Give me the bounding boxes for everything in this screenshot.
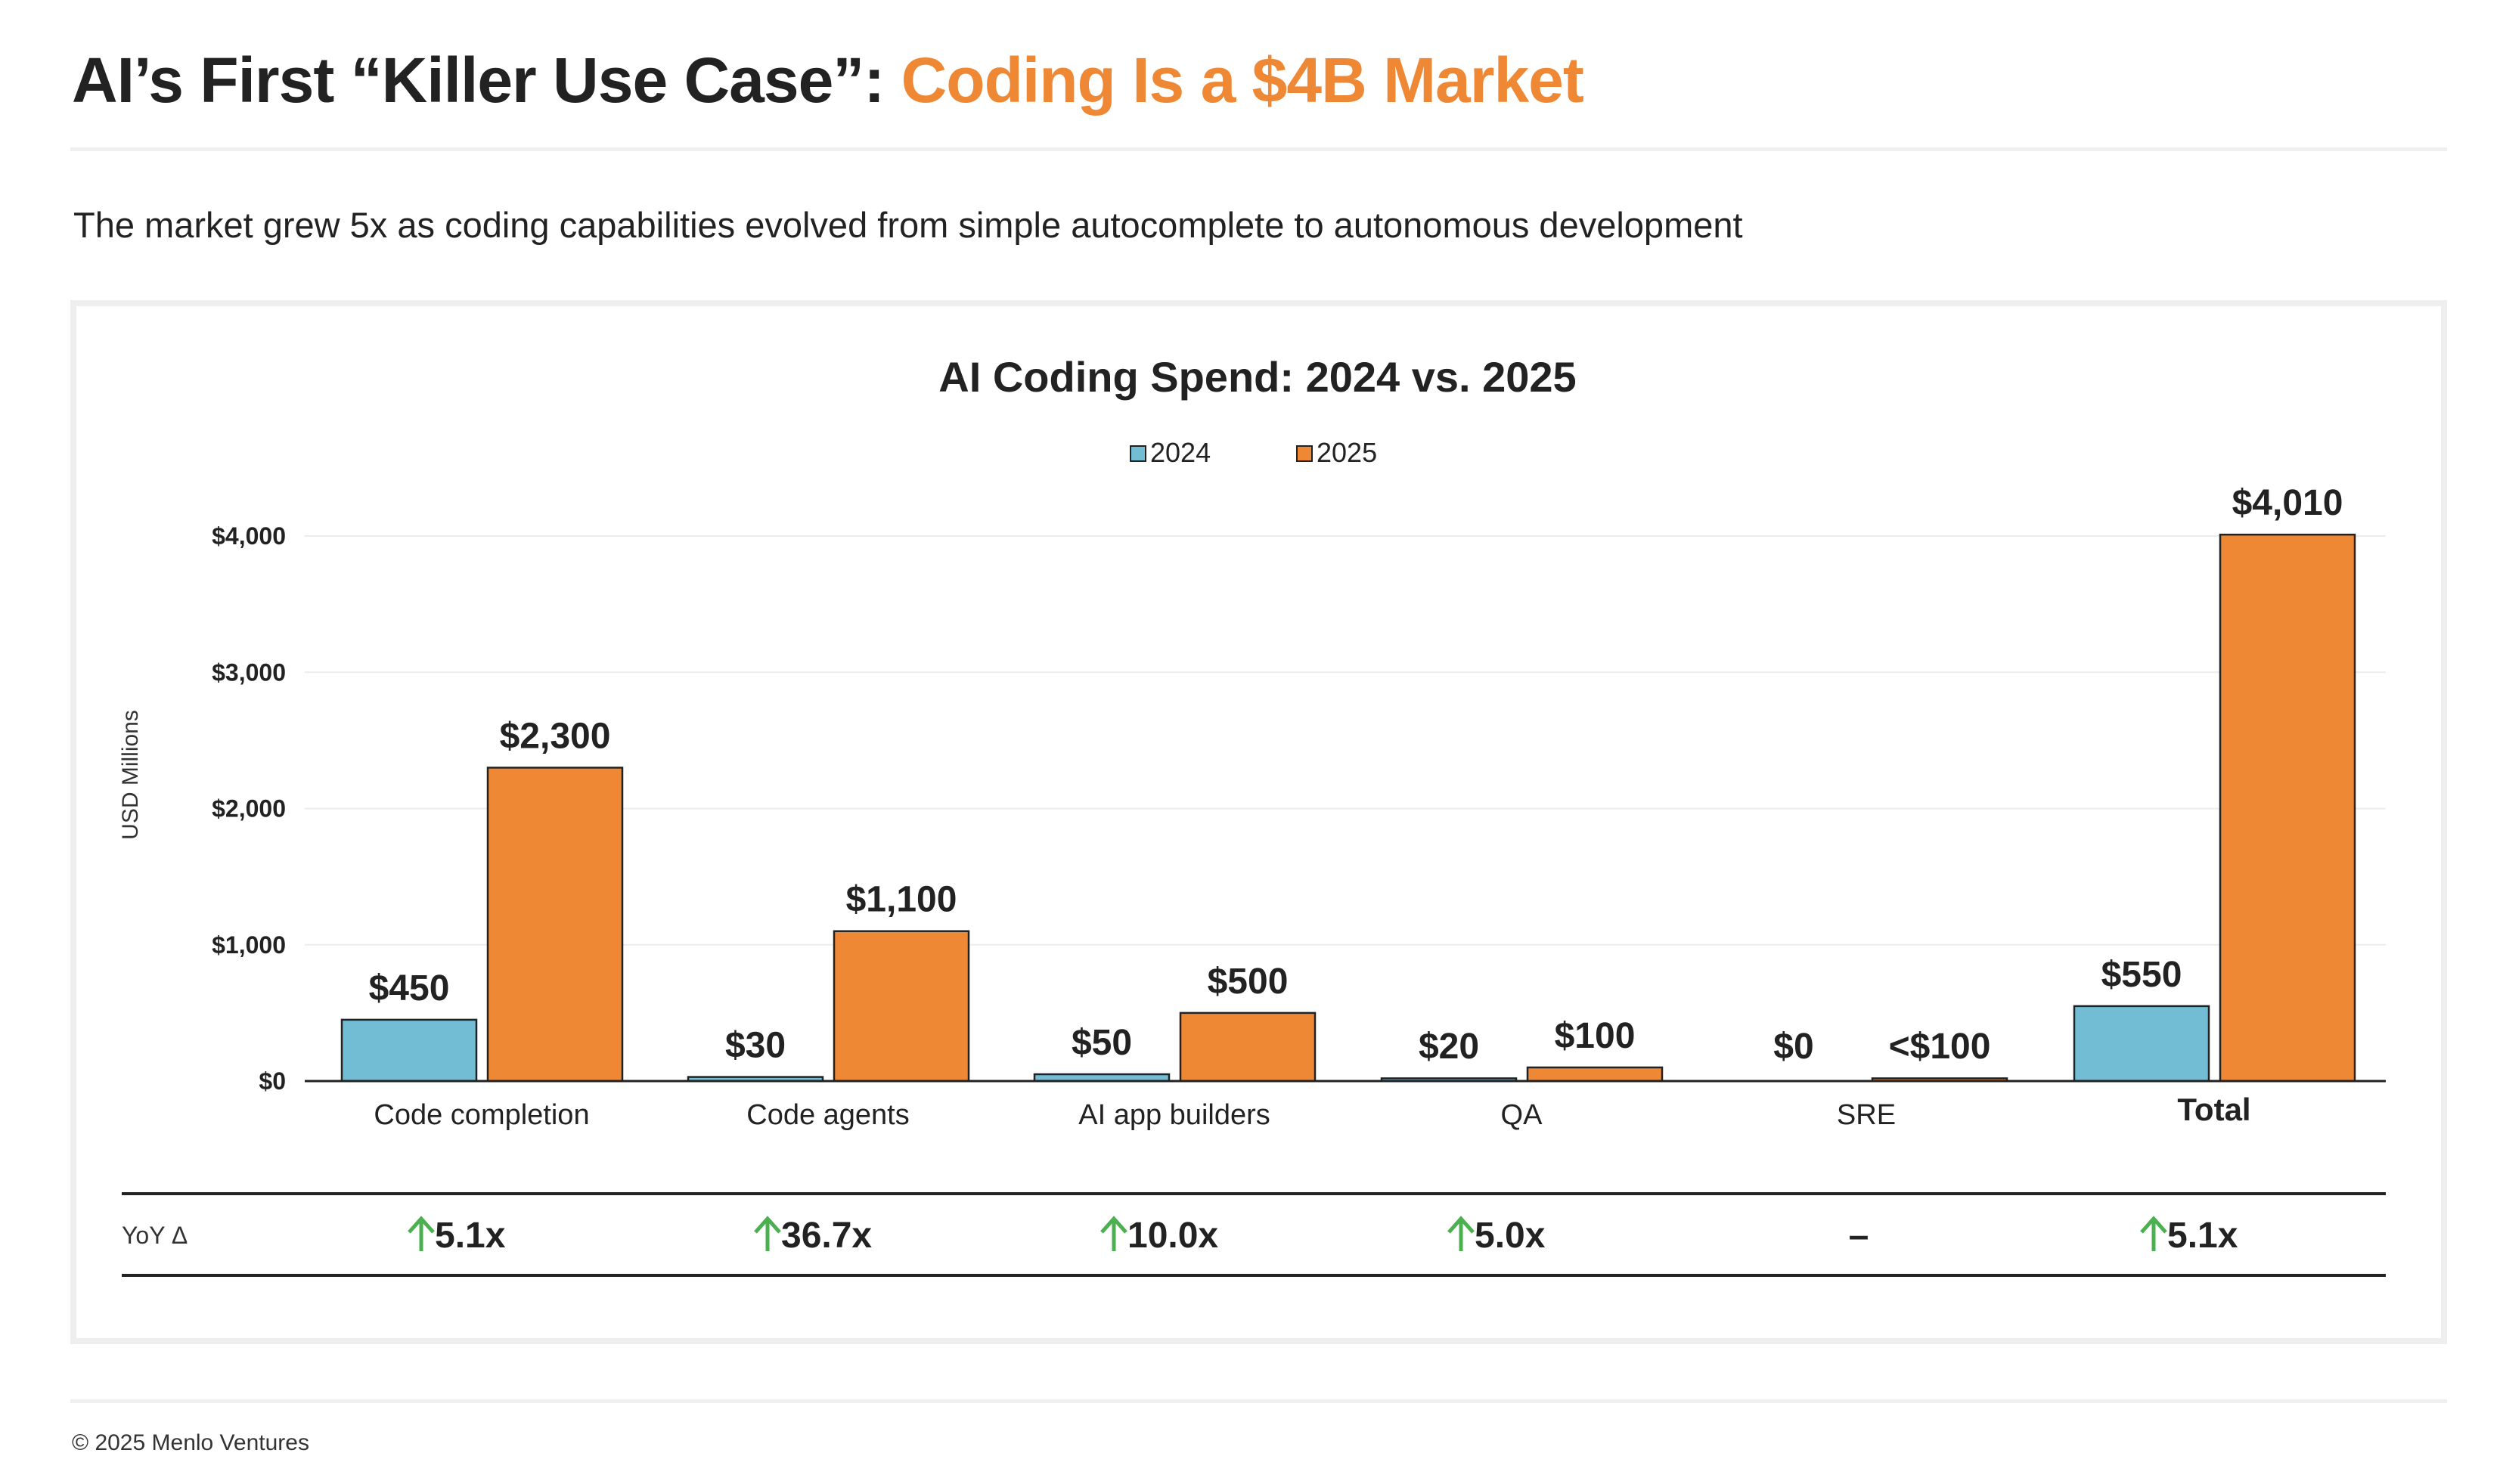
bars: $450 $2,300 Code completion $30 $1,100 Code a… (305, 483, 2386, 1131)
up-arrow-icon (1447, 1216, 1475, 1251)
yoy-value: 36.7x (781, 1216, 872, 1256)
data-label: $1,100 (846, 880, 957, 920)
yoy-value: 5.1x (435, 1216, 506, 1256)
arrow-head (754, 1216, 781, 1234)
x-tick-label: Code agents (746, 1099, 910, 1131)
legend-label: 2024 (1150, 437, 1211, 468)
legend-swatch (1296, 445, 1313, 462)
chart-title: AI Coding Spend: 2024 vs. 2025 (938, 353, 1576, 401)
data-label: $2,300 (500, 716, 611, 756)
bar-2025 (1526, 1066, 1664, 1083)
x-tick-label: AI app builders (1078, 1099, 1270, 1131)
y-tick-label: $2,000 (212, 795, 286, 823)
y-tick-label: $0 (259, 1067, 286, 1095)
up-arrow-icon (408, 1216, 435, 1251)
data-label: $30 (725, 1026, 786, 1066)
up-arrow-icon (754, 1216, 781, 1251)
yoy-value: 10.0x (1127, 1216, 1218, 1256)
up-arrow-icon (1100, 1216, 1127, 1251)
data-label: $100 (1555, 1016, 1636, 1056)
data-label: $4,010 (2232, 483, 2343, 523)
arrow-head (2140, 1216, 2167, 1234)
y-axis-label: USD Millions (118, 710, 143, 840)
data-label: $500 (1208, 962, 1289, 1002)
arrow-head (1100, 1216, 1127, 1234)
x-tick-label: QA (1501, 1099, 1543, 1131)
x-tick-label: Total (2177, 1092, 2250, 1127)
yoy-label: YoY Δ (122, 1222, 188, 1249)
title-highlight: Coding Is a $4B Market (901, 45, 1584, 116)
y-tick-label: $4,000 (212, 522, 286, 550)
arrow-head (1447, 1216, 1475, 1234)
y-tick-label: $3,000 (212, 658, 286, 686)
bar-2025 (2219, 533, 2356, 1083)
yoy-value: – (1849, 1216, 1869, 1256)
copyright: © 2025 Menlo Ventures (72, 1430, 309, 1455)
up-arrow-icon (2140, 1216, 2167, 1251)
footer-divider (70, 1399, 2447, 1403)
legend: 2024 2025 (1130, 437, 1377, 468)
data-label: <$100 (1889, 1027, 1991, 1067)
data-label: $550 (2101, 955, 2182, 995)
bar-2024 (2073, 1005, 2210, 1083)
bar-2025 (486, 767, 624, 1083)
page-title: AI’s First “Killer Use Case”: Coding Is … (72, 44, 1584, 117)
title-divider (70, 147, 2447, 151)
x-tick-label: SRE (1837, 1099, 1896, 1131)
data-label: $450 (369, 968, 450, 1008)
bar-2025 (833, 930, 970, 1083)
gridlines: $0 $1,000 $2,000 $3,000 $4,000 (212, 522, 2386, 1095)
chart-panel (70, 300, 2447, 1344)
yoy-value: 5.1x (2167, 1216, 2238, 1256)
legend-swatch (1130, 445, 1146, 462)
bar-2025 (1179, 1012, 1317, 1083)
data-label: $50 (1072, 1023, 1132, 1063)
legend-label: 2025 (1317, 437, 1377, 468)
x-tick-label: Code completion (374, 1099, 589, 1131)
y-tick-label: $1,000 (212, 931, 286, 959)
yoy-table: YoY Δ 5.1x 36.7x 10.0x 5.0x – 5.1x (122, 1192, 2386, 1277)
data-label: $20 (1419, 1027, 1479, 1067)
yoy-value: 5.0x (1475, 1216, 1546, 1256)
bar-2024 (340, 1018, 478, 1083)
subtitle: The market grew 5x as coding capabilitie… (73, 205, 1743, 245)
title-main: AI’s First “Killer Use Case”: (72, 45, 901, 116)
data-label: $0 (1773, 1027, 1813, 1067)
arrow-head (408, 1216, 435, 1234)
